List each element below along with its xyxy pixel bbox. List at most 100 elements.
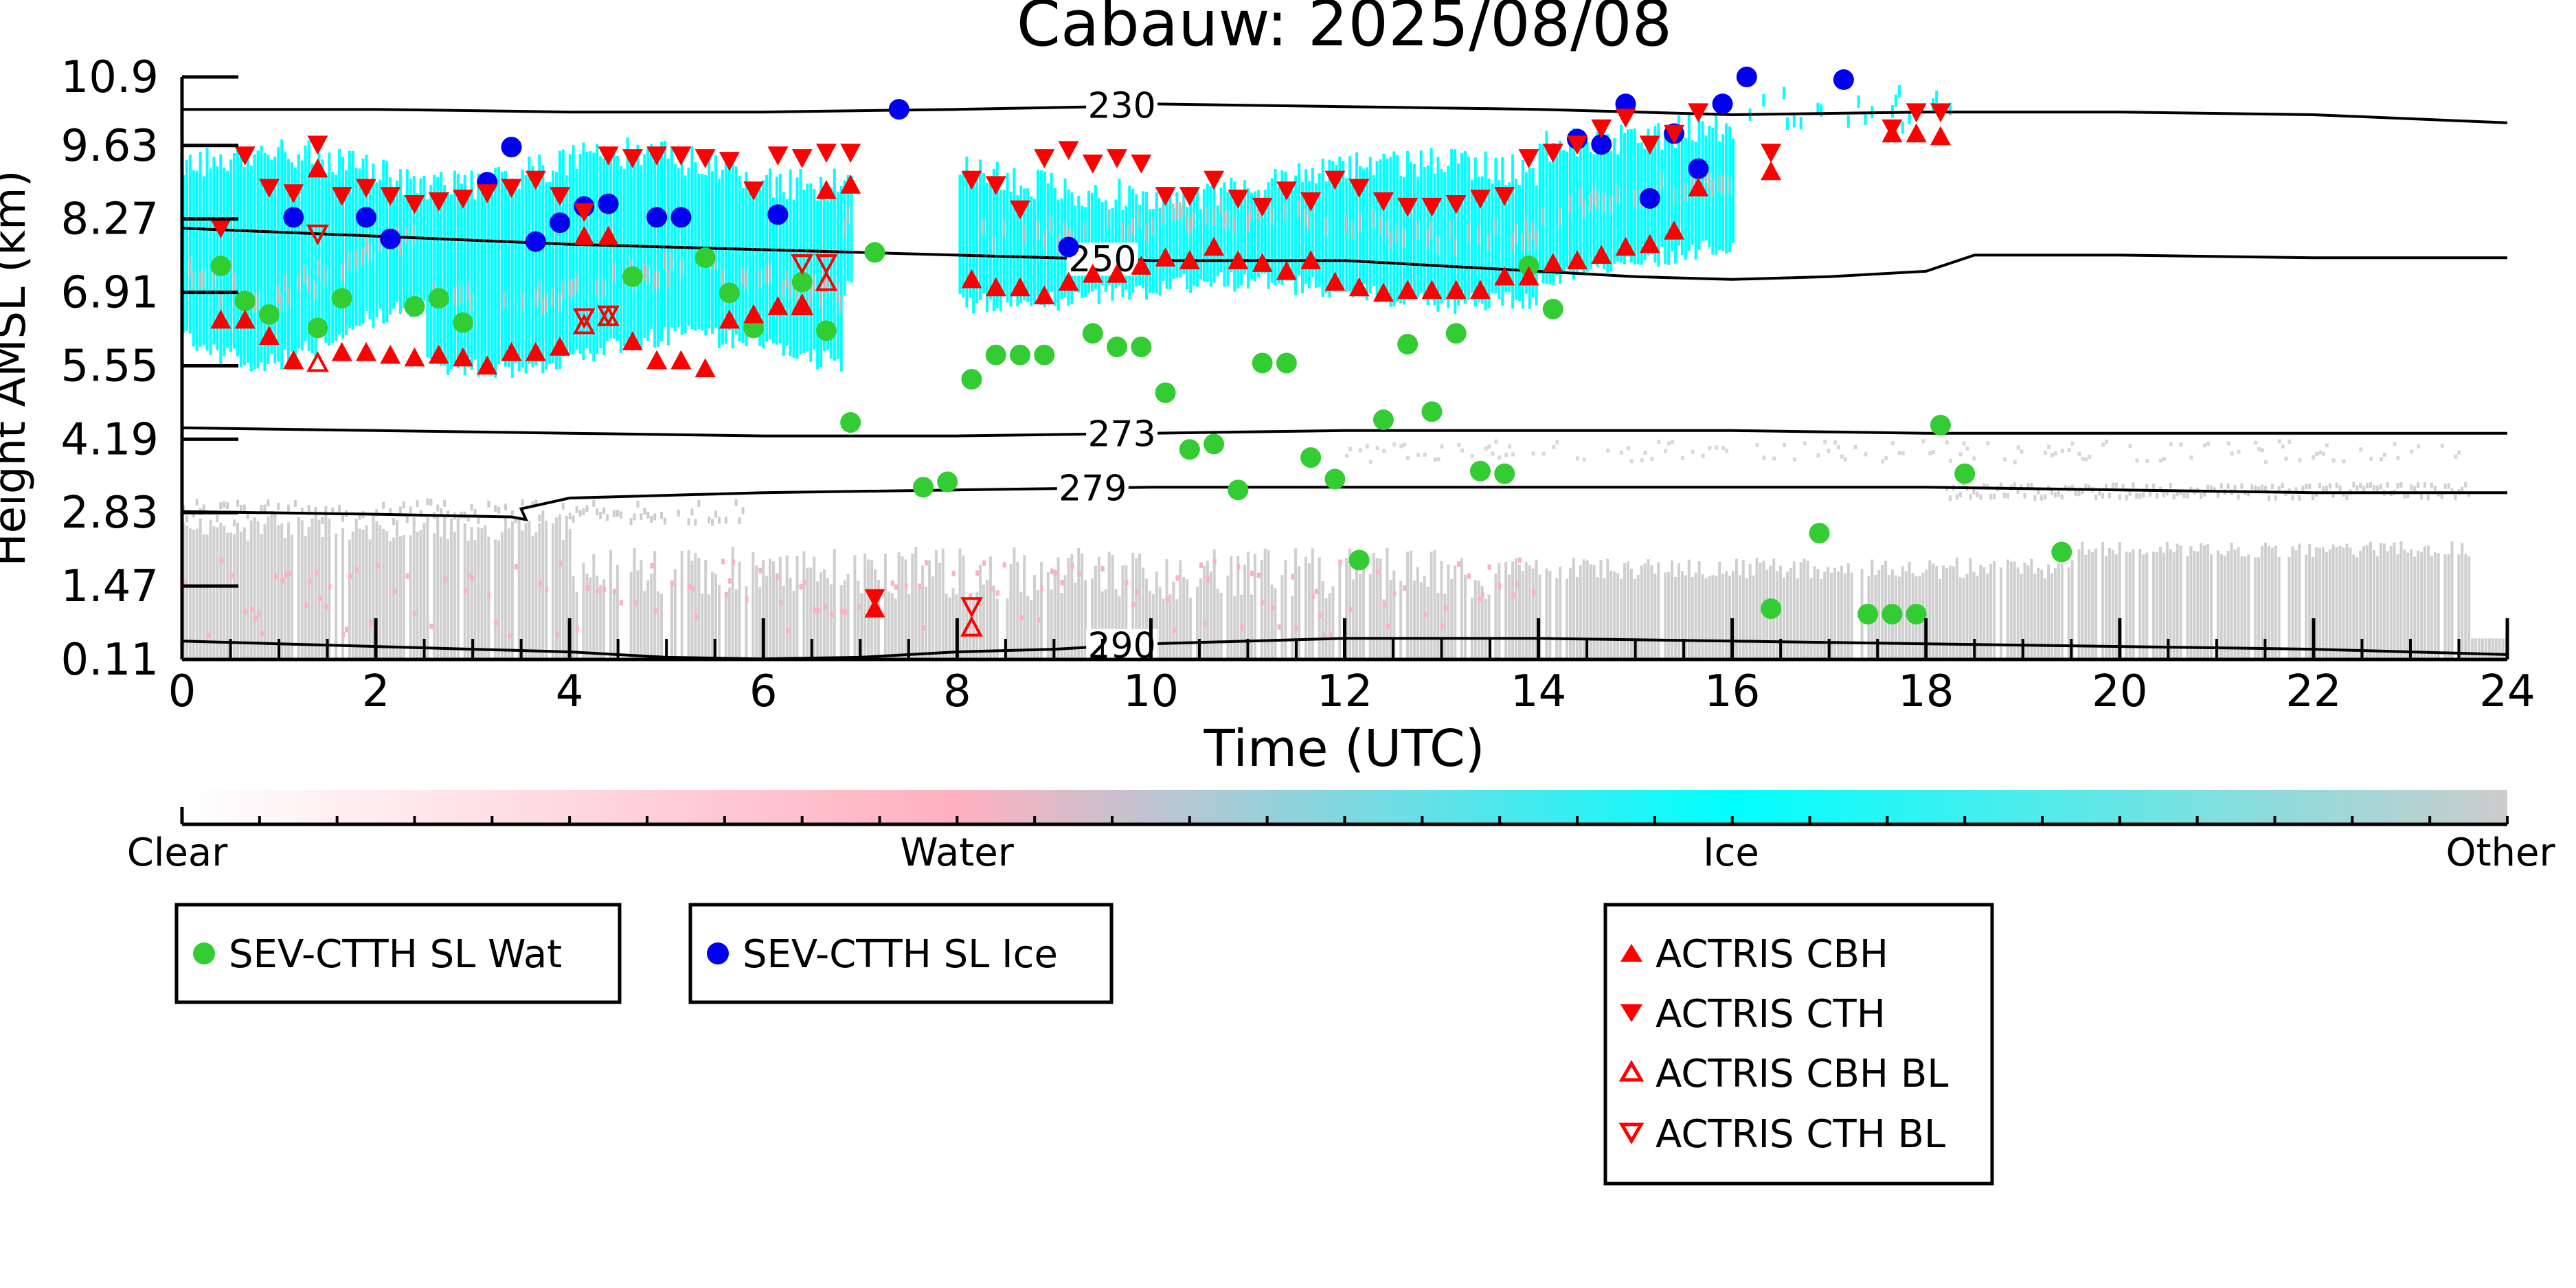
boundary-layer-column <box>752 552 755 659</box>
boundary-layer-column <box>2118 542 2121 659</box>
point-actris-cbh <box>1930 126 1951 146</box>
x-tick-label: 24 <box>2479 666 2535 717</box>
other-cloud-streak <box>412 225 415 243</box>
contour-label-250: 250 <box>1068 239 1136 280</box>
water-cloud-patch <box>1202 620 1206 626</box>
ice-cloud-column <box>650 144 653 330</box>
ice-cloud-column <box>1701 121 1704 241</box>
ice-cloud-column <box>1175 192 1179 278</box>
other-cloud-streak <box>1440 444 1444 449</box>
ice-cloud-column <box>619 166 622 354</box>
boundary-layer-column <box>1450 579 1454 659</box>
other-cloud-streak <box>615 510 619 517</box>
boundary-layer-column <box>2321 547 2325 659</box>
other-cloud-streak <box>223 501 226 508</box>
water-cloud-patch <box>1125 579 1129 585</box>
ice-cloud-column <box>1412 163 1416 294</box>
other-cloud-streak <box>1958 491 1962 497</box>
boundary-layer-column <box>2216 550 2219 659</box>
water-cloud-patch <box>392 589 396 595</box>
ice-cloud-column <box>653 152 657 348</box>
point-actris-cbh <box>501 341 522 361</box>
ice-cloud-column <box>1454 149 1457 314</box>
other-cloud-streak <box>2002 493 2006 499</box>
ice-cloud-column <box>419 178 422 315</box>
x-tick-label: 12 <box>1317 666 1372 717</box>
boundary-layer-column <box>657 591 660 659</box>
water-cloud-patch <box>612 588 616 594</box>
boundary-layer-column <box>1531 568 1535 659</box>
other-cloud-streak <box>514 516 517 523</box>
boundary-layer-column <box>1033 575 1037 659</box>
other-cloud-streak <box>2156 493 2159 499</box>
other-cloud-streak <box>1823 440 1827 444</box>
water-cloud-patch <box>596 588 600 594</box>
ice-cloud-column <box>205 148 209 351</box>
ice-cloud-column <box>402 194 405 308</box>
boundary-layer-column <box>1603 578 1606 659</box>
point-sev-ctth-sl-ice <box>1833 69 1854 90</box>
point-sev-ctth-sl-ice <box>1736 67 1757 87</box>
ice-cloud-column <box>558 150 561 370</box>
boundary-layer-column <box>2267 546 2270 659</box>
boundary-layer-column <box>1494 573 1498 659</box>
other-cloud-streak <box>398 506 402 514</box>
point-actris-cth <box>331 187 352 206</box>
other-cloud-streak <box>382 501 385 509</box>
ice-cloud-column <box>633 157 636 348</box>
water-cloud-patch <box>558 560 562 566</box>
ice-cloud-column <box>1270 178 1274 283</box>
other-cloud-streak <box>2359 447 2363 452</box>
point-actris-cbh <box>1761 161 1782 181</box>
legend-box <box>174 903 622 1004</box>
water-cloud-patch <box>1382 602 1386 608</box>
water-cloud-patch <box>1019 615 1024 621</box>
boundary-layer-column <box>1636 575 1640 659</box>
boundary-layer-column <box>324 515 328 659</box>
other-cloud-streak <box>1491 451 1495 456</box>
point-actris-cth-bl <box>306 224 329 246</box>
point-actris-cbh <box>574 225 595 245</box>
boundary-layer-column <box>2013 561 2016 659</box>
boundary-layer-column <box>1816 569 1820 659</box>
boundary-layer-column <box>1067 557 1070 659</box>
point-actris-cth <box>550 187 571 206</box>
ice-cloud-column <box>1057 199 1060 311</box>
boundary-layer-column <box>2101 541 2105 659</box>
other-cloud-streak <box>2203 443 2207 448</box>
ice-cloud-column <box>1193 193 1196 286</box>
ice-cloud-column <box>1023 188 1026 300</box>
point-actris-cth <box>694 149 716 168</box>
other-cloud-streak <box>1948 495 1952 501</box>
ice-cloud-column <box>1345 178 1348 292</box>
other-cloud-streak <box>1721 446 1726 451</box>
ice-cloud-column <box>548 181 552 364</box>
other-cloud-streak <box>572 515 575 523</box>
boundary-layer-column <box>2111 550 2114 659</box>
boundary-layer-column <box>1609 570 1613 659</box>
boundary-layer-column <box>2254 557 2257 659</box>
ice-cloud-column <box>683 175 687 334</box>
ice-cloud-column <box>1324 181 1328 293</box>
ice-cloud-column <box>694 162 697 331</box>
point-actris-cbh <box>985 277 1006 297</box>
water-cloud-patch <box>816 608 820 614</box>
other-cloud-streak <box>538 282 541 300</box>
boundary-layer-column <box>1783 577 1786 659</box>
ice-cloud-column <box>1331 161 1335 285</box>
boundary-layer-column <box>473 540 477 659</box>
other-cloud-streak <box>1921 439 1925 444</box>
boundary-layer-column <box>358 528 361 659</box>
boundary-layer-column <box>2070 560 2074 659</box>
boundary-layer-column <box>2277 556 2281 659</box>
ice-cloud-column <box>731 156 734 349</box>
other-cloud-streak <box>2237 449 2241 454</box>
boundary-layer-column <box>2403 550 2406 659</box>
other-cloud-streak <box>680 259 683 278</box>
boundary-layer-column <box>1416 567 1419 659</box>
ice-cloud-column <box>270 159 273 354</box>
boundary-layer-column <box>375 521 379 659</box>
other-cloud-streak <box>226 502 229 510</box>
other-cloud-streak <box>602 507 606 515</box>
point-actris-cth-bl <box>960 597 983 618</box>
